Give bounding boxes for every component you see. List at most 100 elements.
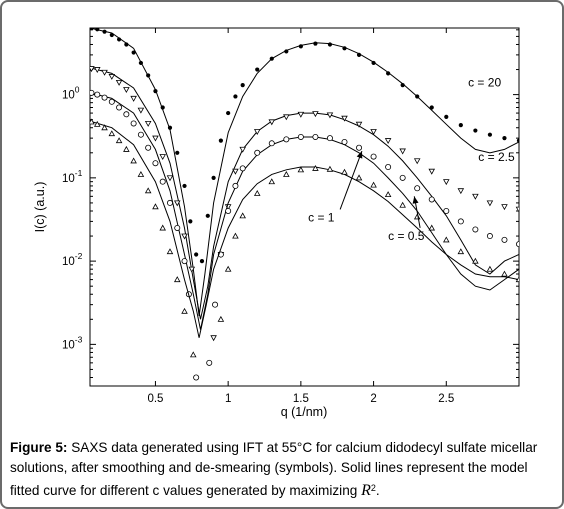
data-point (326, 112, 334, 119)
data-point (225, 207, 232, 214)
data-point (181, 307, 188, 314)
data-point (101, 69, 108, 76)
data-point (443, 236, 450, 243)
data-point (174, 224, 181, 231)
data-point (443, 207, 450, 214)
data-point (144, 187, 152, 194)
data-point (399, 201, 406, 208)
data-point (130, 157, 137, 164)
data-point (159, 224, 166, 231)
data-point (341, 138, 348, 145)
y-tick-label: 10-3 (62, 334, 83, 351)
data-point (356, 144, 363, 151)
data-point (384, 138, 392, 145)
data-point (137, 107, 145, 114)
data-point (297, 166, 305, 173)
data-point (131, 50, 136, 55)
data-point (370, 153, 377, 160)
data-point (144, 120, 152, 127)
data-point (428, 224, 436, 231)
data-point (516, 241, 519, 248)
data-point (108, 130, 116, 137)
data-point (239, 165, 246, 172)
data-point (487, 132, 493, 137)
x-tick-label: 1.5 (293, 393, 309, 405)
data-point (501, 204, 508, 211)
series-c-0.5 (90, 118, 519, 358)
data-point (253, 129, 261, 135)
data-point (501, 236, 508, 243)
data-point (182, 183, 187, 189)
caption-r2-exp: 2 (370, 483, 376, 493)
data-point (457, 248, 465, 255)
data-point (137, 131, 144, 138)
data-point (159, 178, 166, 185)
data-point (224, 265, 232, 272)
data-point (210, 335, 217, 342)
caption-lead: Figure 5: (10, 440, 68, 455)
data-point (108, 74, 116, 80)
data-point (123, 111, 130, 118)
data-point (269, 56, 274, 61)
fit-line (90, 67, 519, 320)
data-point (414, 185, 421, 192)
x-axis: 0.5 1 1.5 2 2.5 (147, 28, 454, 405)
data-point (486, 233, 493, 240)
data-point (399, 174, 406, 181)
data-point (137, 170, 145, 177)
annotation-label: c = 1 (308, 210, 335, 224)
data-point (95, 28, 100, 32)
data-point (166, 199, 173, 206)
data-point (355, 174, 363, 181)
annotation-label: c = 2.5 (478, 150, 515, 164)
data-point (342, 46, 347, 51)
data-point (166, 175, 174, 182)
y-tick-label: 100 (62, 85, 80, 102)
y-axis-label: I(c) (a.u.) (33, 182, 47, 233)
data-point (370, 129, 377, 135)
data-point (341, 168, 348, 175)
data-point (123, 145, 130, 152)
data-point (341, 115, 348, 122)
data-point (217, 315, 225, 322)
data-point (413, 158, 421, 165)
data-point (115, 137, 123, 144)
data-point (232, 182, 239, 189)
data-point (502, 136, 507, 141)
data-point (444, 114, 449, 119)
data-point (370, 181, 377, 188)
series-c-2.5 (90, 66, 519, 342)
data-point (101, 124, 108, 131)
data-point (115, 79, 123, 86)
data-point (255, 67, 260, 72)
data-point (116, 37, 122, 42)
data-point (268, 119, 276, 126)
annotation-arrowhead (356, 151, 363, 159)
caption-end: . (375, 483, 380, 498)
data-point (212, 301, 219, 308)
data-point (413, 213, 421, 220)
data-point (472, 193, 479, 200)
data-point (326, 165, 334, 172)
data-point (90, 66, 95, 73)
data-point (188, 266, 196, 273)
data-point (486, 200, 494, 207)
y-axis: 100 10-1 10-2 10-3 (62, 29, 519, 379)
data-point (268, 178, 276, 185)
data-point (399, 148, 406, 155)
data-point (253, 190, 261, 196)
data-point (166, 248, 174, 255)
data-point (90, 118, 95, 125)
data-point (101, 94, 108, 101)
data-point (472, 257, 479, 264)
data-point (473, 128, 478, 133)
data-point (501, 270, 508, 277)
data-point (254, 149, 261, 156)
data-point (226, 110, 231, 116)
data-point (486, 265, 494, 272)
data-point (123, 87, 130, 93)
annotation-arrowhead (412, 196, 419, 204)
data-point (153, 89, 158, 94)
data-point (90, 89, 95, 96)
data-point (175, 150, 180, 155)
